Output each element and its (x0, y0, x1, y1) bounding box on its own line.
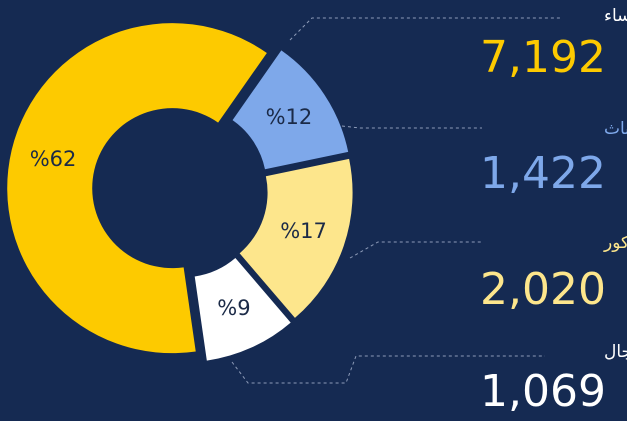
pie-segment (194, 258, 291, 361)
category-label: أطفال ذكور (603, 231, 627, 253)
pie-segment (7, 23, 267, 354)
segment-label: %17 (280, 219, 327, 243)
count-value: 1,422 (480, 148, 606, 199)
leader-line (289, 17, 560, 41)
category-label: أطفال إناث (604, 117, 627, 139)
segment-label: %62 (30, 147, 77, 171)
category-label: رجال (604, 342, 627, 362)
segment-label: %12 (266, 105, 313, 129)
segment-label: %9 (217, 296, 250, 320)
pie-segment (232, 50, 349, 170)
leader-line (349, 241, 482, 259)
leader-line (231, 355, 545, 384)
count-value: 2,020 (480, 264, 606, 315)
leader-line (341, 125, 482, 129)
category-label: نساء (604, 6, 627, 26)
pie-segment (239, 158, 353, 318)
count-value: 1,069 (480, 366, 606, 417)
count-value: 7,192 (480, 32, 606, 83)
